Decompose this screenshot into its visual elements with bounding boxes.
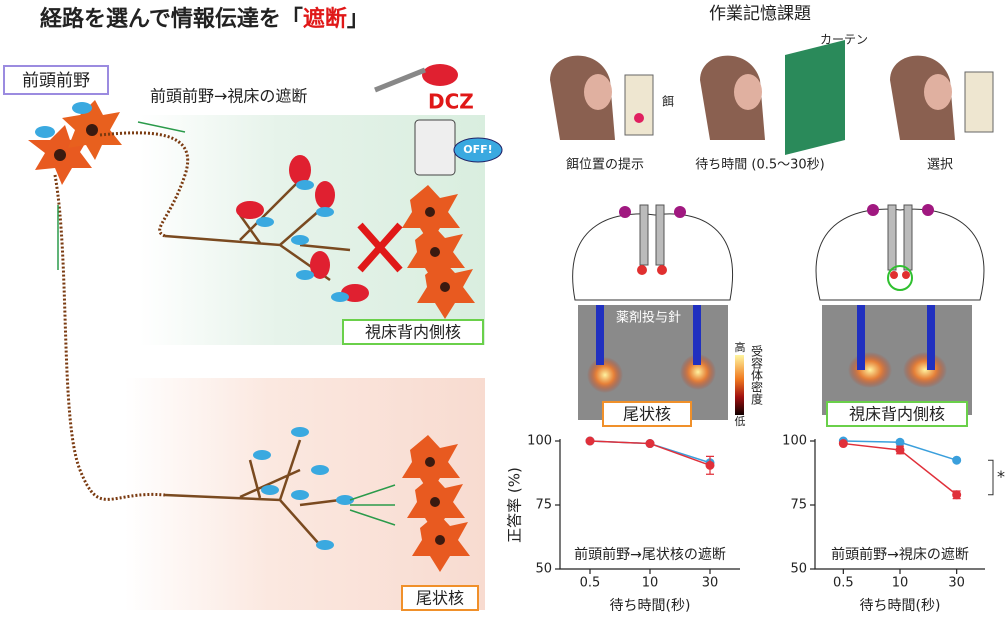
x-tick-label: 0.5 bbox=[833, 576, 854, 591]
y-tick-label: 50 bbox=[535, 562, 552, 577]
region-label: 視床背内側核 bbox=[849, 405, 945, 424]
point bbox=[895, 437, 905, 447]
x-tick-label: 10 bbox=[892, 576, 909, 591]
axon-tree bbox=[164, 439, 341, 546]
synapses bbox=[253, 427, 354, 550]
significance: * bbox=[997, 467, 1005, 486]
curtain bbox=[785, 40, 845, 155]
label-box bbox=[342, 319, 484, 345]
title-text: 」 bbox=[347, 7, 369, 32]
colorbar-high: 高 bbox=[735, 340, 746, 354]
point bbox=[645, 439, 655, 449]
point bbox=[585, 436, 595, 446]
task-step: 待ち時間 (0.5〜30秒) bbox=[695, 158, 825, 173]
switch-bubble bbox=[453, 137, 503, 163]
bait bbox=[634, 113, 644, 123]
syringe bbox=[374, 67, 426, 93]
brain-section bbox=[815, 204, 985, 415]
monkeys bbox=[550, 55, 955, 140]
drug-label: DCZ bbox=[428, 90, 474, 114]
point bbox=[952, 490, 962, 500]
point bbox=[952, 455, 962, 465]
label-box bbox=[602, 401, 692, 427]
y-tick-label: 100 bbox=[782, 434, 807, 449]
point bbox=[895, 445, 905, 455]
caudate-label: 尾状核 bbox=[416, 589, 464, 608]
task-step: 餌位置の提示 bbox=[566, 157, 644, 173]
block-cross bbox=[357, 222, 403, 273]
neurons bbox=[28, 100, 122, 185]
title: 経路を選んで情報伝達を「遮断」 bbox=[40, 6, 369, 32]
x-tick-label: 0.5 bbox=[580, 576, 601, 591]
tray bbox=[964, 71, 994, 133]
label-box bbox=[826, 401, 968, 427]
y-tick-label: 50 bbox=[790, 562, 807, 577]
y-axis-label: 正答率 (%) bbox=[506, 467, 524, 543]
label-box bbox=[3, 65, 109, 95]
annotation: 前頭前野→視床の遮断 bbox=[831, 546, 969, 563]
point bbox=[838, 439, 848, 449]
annotation: 前頭前野→尾状核の遮断 bbox=[574, 546, 726, 563]
title-text: 経路を選んで情報伝達を「 bbox=[40, 6, 303, 32]
x-tick-label: 10 bbox=[642, 576, 659, 591]
arrow bbox=[349, 484, 396, 526]
point bbox=[705, 460, 715, 470]
target-neurons bbox=[402, 185, 475, 319]
axon-tree bbox=[164, 179, 351, 282]
x-tick-label: 30 bbox=[702, 576, 719, 591]
colorbar bbox=[735, 355, 744, 415]
synapses bbox=[236, 64, 458, 302]
x-tick-label: 30 bbox=[948, 576, 965, 591]
y-tick-label: 100 bbox=[527, 434, 552, 449]
task-step: 選択 bbox=[927, 158, 953, 173]
y-tick-label: 75 bbox=[790, 498, 807, 513]
source-label: 前頭前野 bbox=[22, 71, 90, 91]
colorbar-title: 受容体密度 bbox=[750, 345, 764, 405]
label-box bbox=[401, 585, 479, 611]
y-tick-label: 75 bbox=[535, 498, 552, 513]
switch bbox=[414, 119, 456, 176]
axon bbox=[99, 131, 190, 238]
title-highlight: 遮断 bbox=[303, 6, 347, 32]
pathway-label: 前頭前野→視床の遮断 bbox=[150, 87, 307, 106]
tray bbox=[624, 74, 654, 136]
target-neurons bbox=[402, 435, 470, 572]
bait-label: 餌 bbox=[662, 94, 674, 109]
brain-section bbox=[572, 204, 733, 420]
switch-label: OFF! bbox=[463, 143, 492, 156]
task-title: 作業記憶課題 bbox=[709, 4, 811, 24]
significance-bracket bbox=[988, 459, 994, 496]
region-label: 尾状核 bbox=[623, 405, 671, 424]
colorbar-low: 低 bbox=[735, 415, 746, 428]
x-axis-label: 待ち時間(秒) bbox=[610, 598, 691, 614]
thalamus-label: 視床背内側核 bbox=[365, 323, 461, 342]
arrow bbox=[137, 121, 186, 133]
needle-label: 薬剤投与針 bbox=[616, 310, 681, 326]
x-axis-label: 待ち時間(秒) bbox=[860, 598, 941, 614]
curtain-label: カーテン bbox=[820, 33, 868, 47]
